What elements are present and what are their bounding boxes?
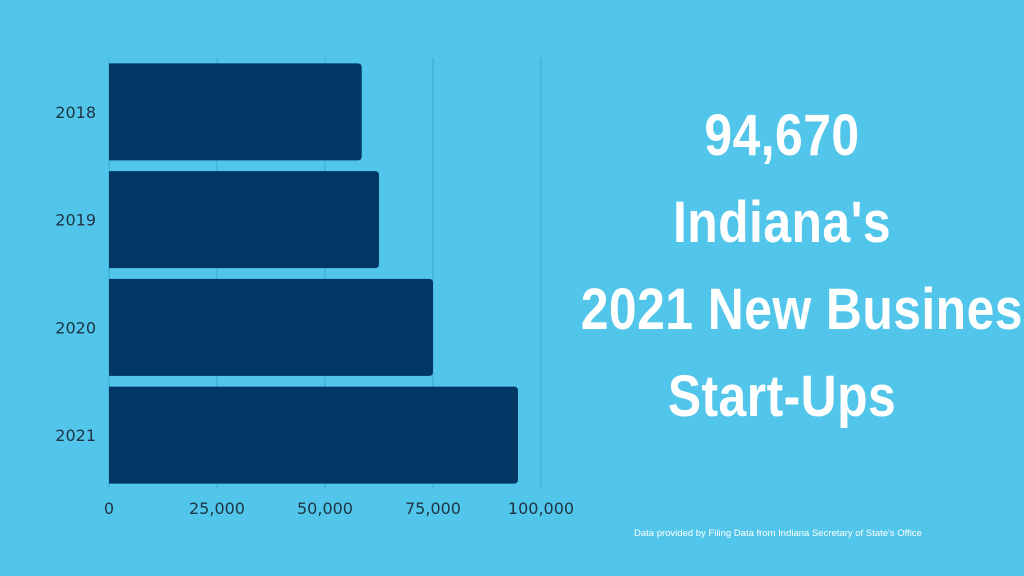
bar-2021 [109, 386, 518, 484]
x-tick-label-1: 25,000 [189, 499, 245, 518]
x-tick-label-4: 100,000 [508, 499, 574, 518]
x-tick-label-3: 75,000 [405, 499, 461, 518]
headline-line-3: 2021 New Business [580, 277, 1024, 342]
chart-y-tick-labels: 2018 2019 2020 2021 [55, 103, 96, 445]
bar-chart: 2018 2019 2020 2021 0 25,000 50,000 75,000 100,… [55, 58, 574, 518]
bar-2020 [109, 278, 433, 376]
x-tick-label-2: 50,000 [297, 499, 353, 518]
headline: 94,670 Indiana's 2021 New Business Start… [580, 92, 1024, 440]
y-tick-label-2018: 2018 [55, 103, 96, 122]
source-note: Data provided by Filing Data from Indian… [634, 528, 922, 539]
bar-2018 [109, 63, 362, 161]
bar-2019 [109, 171, 379, 269]
y-tick-label-2021: 2021 [55, 426, 96, 445]
chart-x-tick-labels: 0 25,000 50,000 75,000 100,000 [104, 499, 574, 518]
headline-value: 94,670 [704, 103, 860, 168]
headline-line-4: Start-Ups [667, 364, 897, 429]
y-tick-label-2020: 2020 [55, 318, 96, 337]
chart-bars [109, 63, 518, 484]
headline-line-2: Indiana's [672, 190, 892, 255]
y-tick-label-2019: 2019 [55, 211, 96, 230]
x-tick-label-0: 0 [104, 499, 114, 518]
